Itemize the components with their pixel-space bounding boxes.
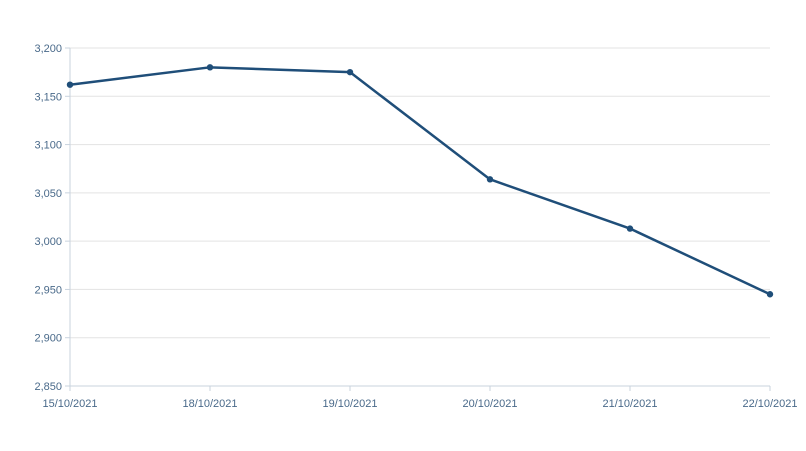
x-tick-label: 18/10/2021 [182,398,237,410]
y-tick-label: 3,100 [34,140,62,152]
x-tick-label: 20/10/2021 [462,398,517,410]
x-tick-label: 22/10/2021 [742,398,797,410]
data-point[interactable] [66,81,74,88]
data-point[interactable] [766,291,774,298]
series-line [68,66,772,296]
data-point[interactable] [626,225,634,232]
data-points [66,64,774,298]
y-tick-label: 2,850 [34,381,62,393]
data-point[interactable] [486,176,494,183]
x-axis-ticks: 15/10/2021 18/10/2021 19/10/2021 20/10/2021… [42,386,798,410]
y-tick-label: 3,200 [34,43,62,55]
y-tick-label: 3,000 [34,236,62,248]
axes [69,48,770,387]
y-tick-label: 3,150 [34,91,62,103]
x-tick-label: 19/10/2021 [322,398,377,410]
y-axis-ticks: 2,850 2,900 2,950 3,000 3,050 3,100 3,150 3,200 [34,43,70,393]
data-point[interactable] [346,68,354,76]
series [68,66,772,296]
x-tick-label: 15/10/2021 [42,398,97,410]
gridlines [70,47,770,339]
x-tick-label: 21/10/2021 [602,398,657,410]
y-tick-label: 2,900 [34,333,62,345]
data-point[interactable] [206,64,214,71]
y-tick-label: 3,050 [34,188,62,200]
y-tick-label: 2,950 [34,284,62,296]
